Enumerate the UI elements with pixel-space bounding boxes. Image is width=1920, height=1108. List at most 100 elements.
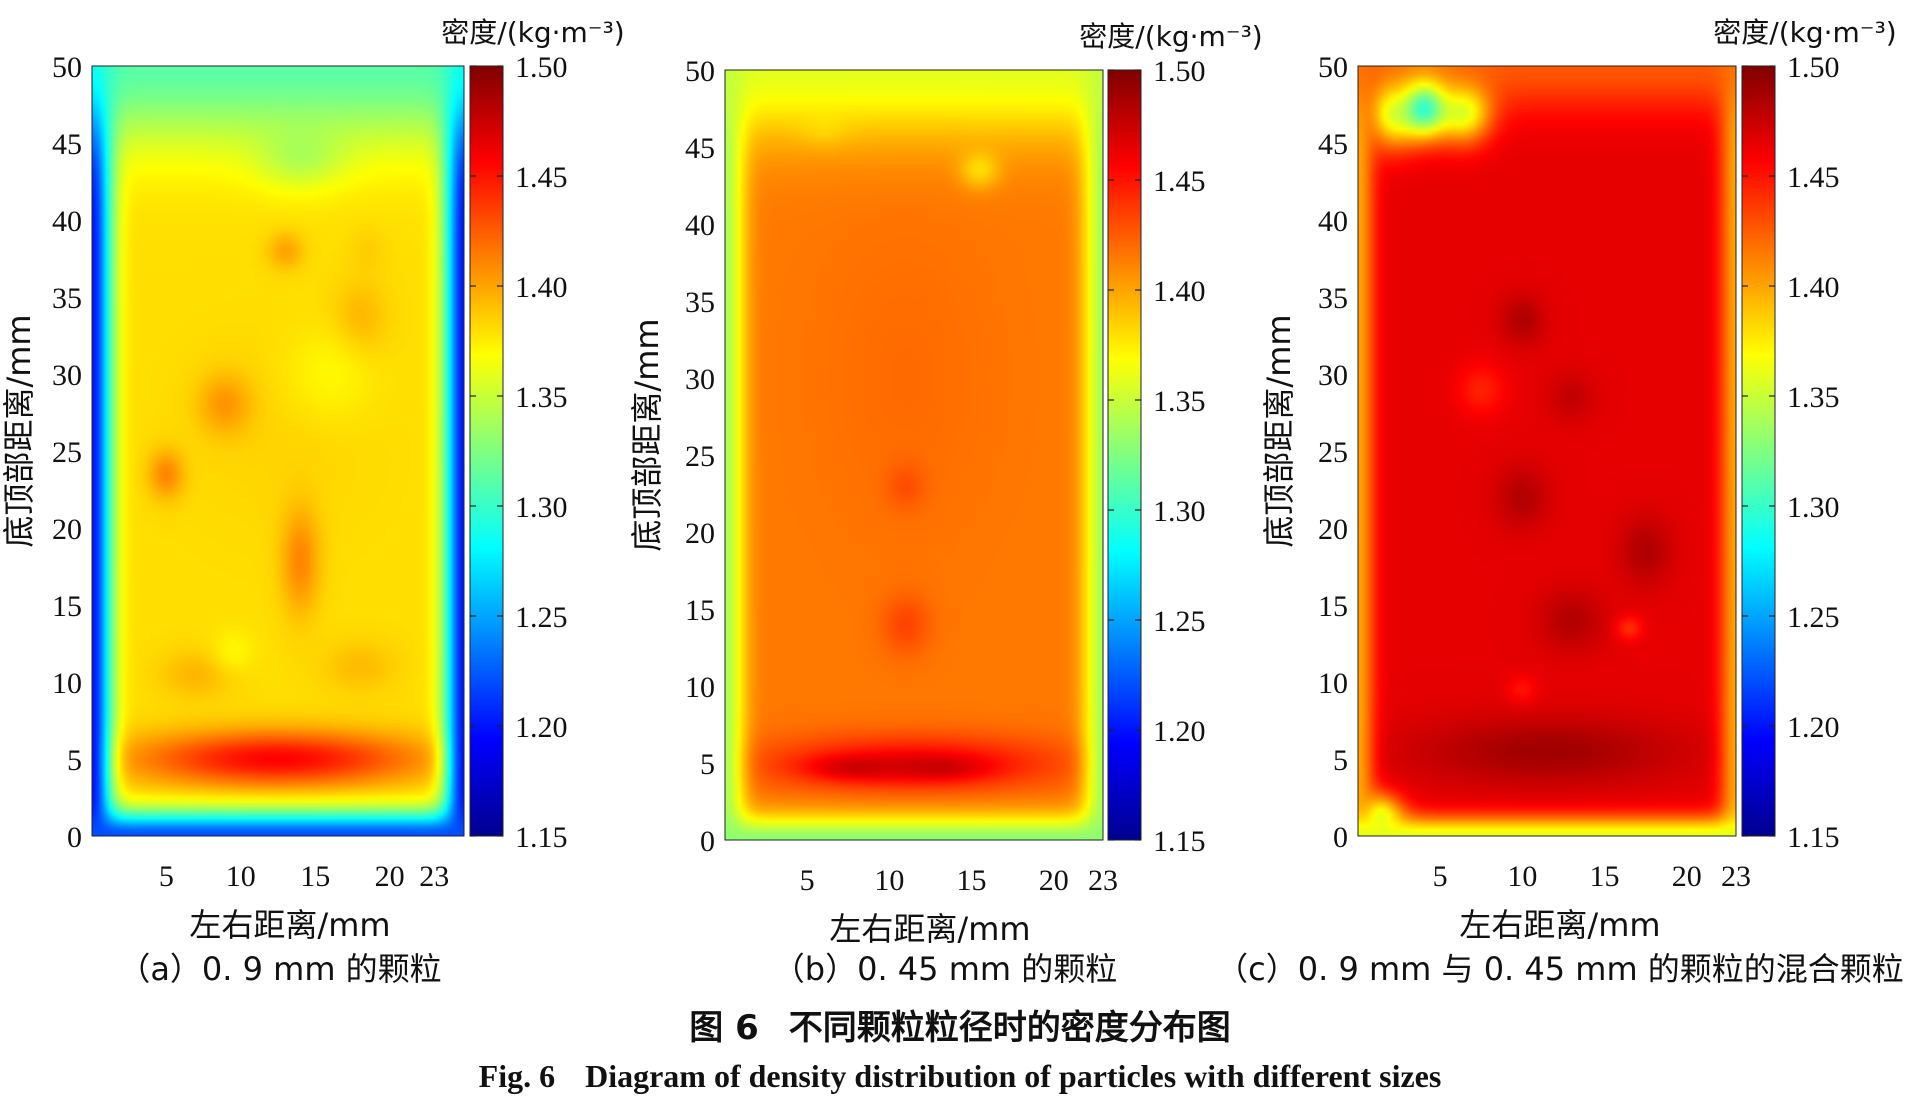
colorbar-label: 密度/(kg·m⁻³) <box>1713 16 1896 49</box>
colorbar-tick-label: 1.30 <box>1787 491 1840 524</box>
x-tick-label: 5 <box>1433 860 1448 893</box>
x-tick-label: 10 <box>1507 860 1537 893</box>
y-tick-label: 35 <box>685 286 715 319</box>
x-tick-label: 10 <box>226 860 256 893</box>
y-axis-label: 底顶部距离/mm <box>628 318 666 551</box>
colorbar-tick-label: 1.50 <box>1787 51 1840 84</box>
y-tick-label: 15 <box>52 590 82 623</box>
x-tick-label: 20 <box>1672 860 1702 893</box>
colorbar-tick-label: 1.40 <box>1153 275 1206 308</box>
x-tick-label: 15 <box>1590 860 1620 893</box>
y-tick-label: 25 <box>685 440 715 473</box>
y-tick-label: 5 <box>67 744 82 777</box>
y-tick-label: 5 <box>700 748 715 781</box>
figure-caption-cn: 图 6 不同颗粒粒径时的密度分布图 <box>0 1000 1920 1049</box>
colorbar-label: 密度/(kg·m⁻³) <box>441 16 624 49</box>
x-tick-label: 20 <box>375 860 405 893</box>
colorbar <box>469 65 504 837</box>
x-axis-label: 左右距离/mm <box>189 906 390 944</box>
x-tick-label: 20 <box>1039 864 1069 897</box>
heatmap-image <box>725 70 1103 840</box>
figure-title-en: Diagram of density distribution of parti… <box>585 1058 1442 1094</box>
x-axis-label: 左右距离/mm <box>829 910 1030 948</box>
colorbar-tick-label: 1.25 <box>1153 605 1206 638</box>
colorbar-tick-label: 1.30 <box>1153 495 1206 528</box>
panel-subcaption: （a）0. 9 mm 的颗粒 <box>118 950 441 988</box>
x-tick-label: 5 <box>800 864 815 897</box>
y-tick-label: 50 <box>685 55 715 88</box>
x-tick-label: 5 <box>159 860 174 893</box>
y-tick-label: 5 <box>1333 744 1348 777</box>
colorbar-tick-label: 1.20 <box>515 711 568 744</box>
plot-frame <box>724 69 1104 841</box>
colorbar-tick-label: 1.45 <box>515 161 568 194</box>
y-tick-label: 25 <box>52 436 82 469</box>
colorbar-tick-label: 1.35 <box>1787 381 1840 414</box>
y-tick-label: 30 <box>685 363 715 396</box>
y-tick-label: 10 <box>52 667 82 700</box>
y-tick-label: 10 <box>685 671 715 704</box>
colorbar-tick-label: 1.40 <box>515 271 568 304</box>
colorbar <box>1107 69 1142 841</box>
x-tick-label: 10 <box>874 864 904 897</box>
y-tick-label: 0 <box>700 825 715 858</box>
panel-a: 0 5 10 15 20 25 30 35 40 45 50 5 10 15 20 23 左右距离/mm 底顶部距… <box>0 16 625 988</box>
y-tick-label: 0 <box>1333 821 1348 854</box>
y-tick-label: 30 <box>52 359 82 392</box>
x-axis-label: 左右距离/mm <box>1459 906 1660 944</box>
colorbar-tick-label: 1.15 <box>515 821 568 854</box>
colorbar-tick-label: 1.35 <box>1153 385 1206 418</box>
colorbar-tick-label: 1.45 <box>1153 165 1206 198</box>
y-tick-label: 45 <box>1318 128 1348 161</box>
y-tick-label: 40 <box>1318 205 1348 238</box>
y-axis-label: 底顶部距离/mm <box>1260 314 1298 547</box>
y-tick-label: 15 <box>1318 590 1348 623</box>
panel-subcaption: （c）0. 9 mm 与 0. 45 mm 的颗粒的混合颗粒 <box>1216 950 1904 988</box>
colorbar-tick-label: 1.45 <box>1787 161 1840 194</box>
colorbar-tick-label: 1.50 <box>515 51 568 84</box>
colorbar-tick-label: 1.35 <box>515 381 568 414</box>
y-tick-label: 25 <box>1318 436 1348 469</box>
x-tick-label: 23 <box>419 860 449 893</box>
x-tick-label: 15 <box>300 860 330 893</box>
colorbar <box>1741 65 1776 837</box>
y-tick-label: 40 <box>52 205 82 238</box>
y-tick-label: 45 <box>52 128 82 161</box>
colorbar-tick-label: 1.40 <box>1787 271 1840 304</box>
panel-subcaption: （b）0. 45 mm 的颗粒 <box>773 950 1117 988</box>
figure-title-cn: 不同颗粒粒径时的密度分布图 <box>788 1008 1231 1048</box>
y-tick-label: 50 <box>52 51 82 84</box>
colorbar-tick-label: 1.15 <box>1787 821 1840 854</box>
figure-number-cn: 图 6 <box>689 1008 759 1048</box>
heatmap-image <box>92 66 464 836</box>
plot-frame <box>91 65 465 837</box>
colorbar-label: 密度/(kg·m⁻³) <box>1079 20 1262 53</box>
heatmap-image <box>1358 66 1736 836</box>
colorbar-tick-label: 1.30 <box>515 491 568 524</box>
plot-frame <box>1357 65 1737 837</box>
y-tick-label: 0 <box>67 821 82 854</box>
panel-b: 0 5 10 15 20 25 30 35 40 45 50 5 10 15 20 23 左右距离/mm 底顶部距… <box>628 20 1263 988</box>
y-tick-label: 40 <box>685 209 715 242</box>
y-tick-label: 20 <box>52 513 82 546</box>
y-tick-label: 35 <box>52 282 82 315</box>
colorbar-tick-label: 1.20 <box>1153 715 1206 748</box>
colorbar-tick-label: 1.15 <box>1153 825 1206 858</box>
x-tick-label: 15 <box>957 864 987 897</box>
y-tick-label: 20 <box>1318 513 1348 546</box>
colorbar-tick-label: 1.25 <box>1787 601 1840 634</box>
colorbar-tick-label: 1.20 <box>1787 711 1840 744</box>
y-tick-label: 30 <box>1318 359 1348 392</box>
colorbar-tick-label: 1.50 <box>1153 55 1206 88</box>
y-tick-label: 20 <box>685 517 715 550</box>
y-tick-label: 50 <box>1318 51 1348 84</box>
figure-caption-en: Fig. 6 Diagram of density distribution of… <box>0 1058 1920 1095</box>
x-tick-label: 23 <box>1721 860 1751 893</box>
y-tick-label: 35 <box>1318 282 1348 315</box>
y-tick-label: 10 <box>1318 667 1348 700</box>
y-axis-label: 底顶部距离/mm <box>0 314 38 547</box>
panel-c: 0 5 10 15 20 25 30 35 40 45 50 5 10 15 20 23 左右距离/mm 底顶部距… <box>1216 16 1904 988</box>
colorbar-tick-label: 1.25 <box>515 601 568 634</box>
x-tick-label: 23 <box>1088 864 1118 897</box>
